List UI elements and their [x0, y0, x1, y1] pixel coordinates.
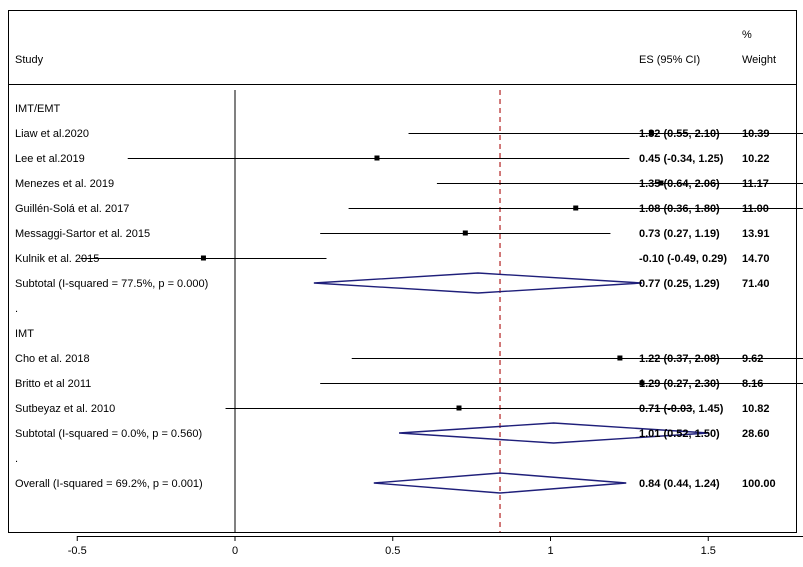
es-ci-value: 1.08 (0.36, 1.80): [639, 203, 720, 215]
subtotal-diamond: [313, 272, 643, 294]
x-tick-label: -0.5: [68, 545, 87, 557]
x-tick-label: 1.5: [701, 545, 716, 557]
point-estimate-marker: [573, 205, 579, 211]
subtotal-es-ci-value: 1.01 (0.52, 1.50): [639, 428, 720, 440]
study-label: Lee et al.2019: [15, 153, 85, 165]
es-ci-value: 1.35 (0.64, 2.06): [639, 178, 720, 190]
study-label: Kulnik et al. 2015: [15, 253, 99, 265]
point-estimate-marker: [462, 230, 468, 236]
es-ci-value: 0.73 (0.27, 1.19): [639, 228, 720, 240]
x-tick-label: 0: [232, 545, 238, 557]
weight-value: 10.82: [742, 403, 770, 415]
header-weight: Weight: [742, 54, 776, 66]
study-label: Sutbeyaz et al. 2010: [15, 403, 115, 415]
separator-dot: .: [15, 303, 18, 315]
separator-dot: .: [15, 453, 18, 465]
es-ci-value: 0.71 (-0.03, 1.45): [639, 403, 724, 415]
weight-value: 10.39: [742, 128, 770, 140]
plot-frame: [8, 10, 797, 533]
study-label: Messaggi-Sartor et al. 2015: [15, 228, 150, 240]
x-tick-label: 0.5: [385, 545, 400, 557]
subtotal-weight-value: 28.60: [742, 428, 770, 440]
weight-value: 14.70: [742, 253, 770, 265]
subtotal-es-ci-value: 0.77 (0.25, 1.29): [639, 278, 720, 290]
subtotal-diamond: [399, 422, 709, 444]
overall-label: Overall (I-squared = 69.2%, p = 0.001): [15, 478, 203, 490]
point-estimate-marker: [456, 405, 462, 411]
es-ci-value: 1.22 (0.37, 2.08): [639, 353, 720, 365]
study-label: Britto et al 2011: [15, 378, 91, 390]
point-estimate-marker: [648, 130, 654, 136]
x-tick-label: 1: [547, 545, 553, 557]
study-label: Cho et al. 2018: [15, 353, 90, 365]
overall-diamond: [373, 472, 627, 494]
study-label: Guillén-Solá et al. 2017: [15, 203, 129, 215]
weight-value: 11.00: [742, 203, 769, 215]
es-ci-value: 1.29 (0.27, 2.30): [639, 378, 720, 390]
subtotal-label: Subtotal (I-squared = 77.5%, p = 0.000): [15, 278, 208, 290]
subtotal-weight-value: 71.40: [742, 278, 770, 290]
header-study: Study: [15, 54, 44, 66]
weight-value: 13.91: [742, 228, 770, 240]
study-label: Menezes et al. 2019: [15, 178, 114, 190]
es-ci-value: 0.45 (-0.34, 1.25): [639, 153, 724, 165]
weight-value: 10.22: [742, 153, 770, 165]
point-estimate-marker: [658, 180, 664, 186]
point-estimate-marker: [639, 380, 645, 386]
subtotal-label: Subtotal (I-squared = 0.0%, p = 0.560): [15, 428, 202, 440]
point-estimate-marker: [374, 155, 380, 161]
header-weight-percent: %: [742, 29, 752, 41]
es-ci-value: -0.10 (-0.49, 0.29): [639, 253, 727, 265]
weight-value: 9.62: [742, 353, 763, 365]
es-ci-value: 1.32 (0.55, 2.10): [639, 128, 720, 140]
weight-value: 11.17: [742, 178, 769, 190]
point-estimate-marker: [200, 255, 206, 261]
weight-value: 8.16: [742, 378, 763, 390]
overall-weight-value: 100.00: [742, 478, 776, 490]
overall-es-ci-value: 0.84 (0.44, 1.24): [639, 478, 720, 490]
group-label: IMT: [15, 328, 34, 340]
study-label: Liaw et al.2020: [15, 128, 89, 140]
group-label: IMT/EMT: [15, 103, 60, 115]
header-es-ci: ES (95% CI): [639, 54, 700, 66]
point-estimate-marker: [617, 355, 623, 361]
